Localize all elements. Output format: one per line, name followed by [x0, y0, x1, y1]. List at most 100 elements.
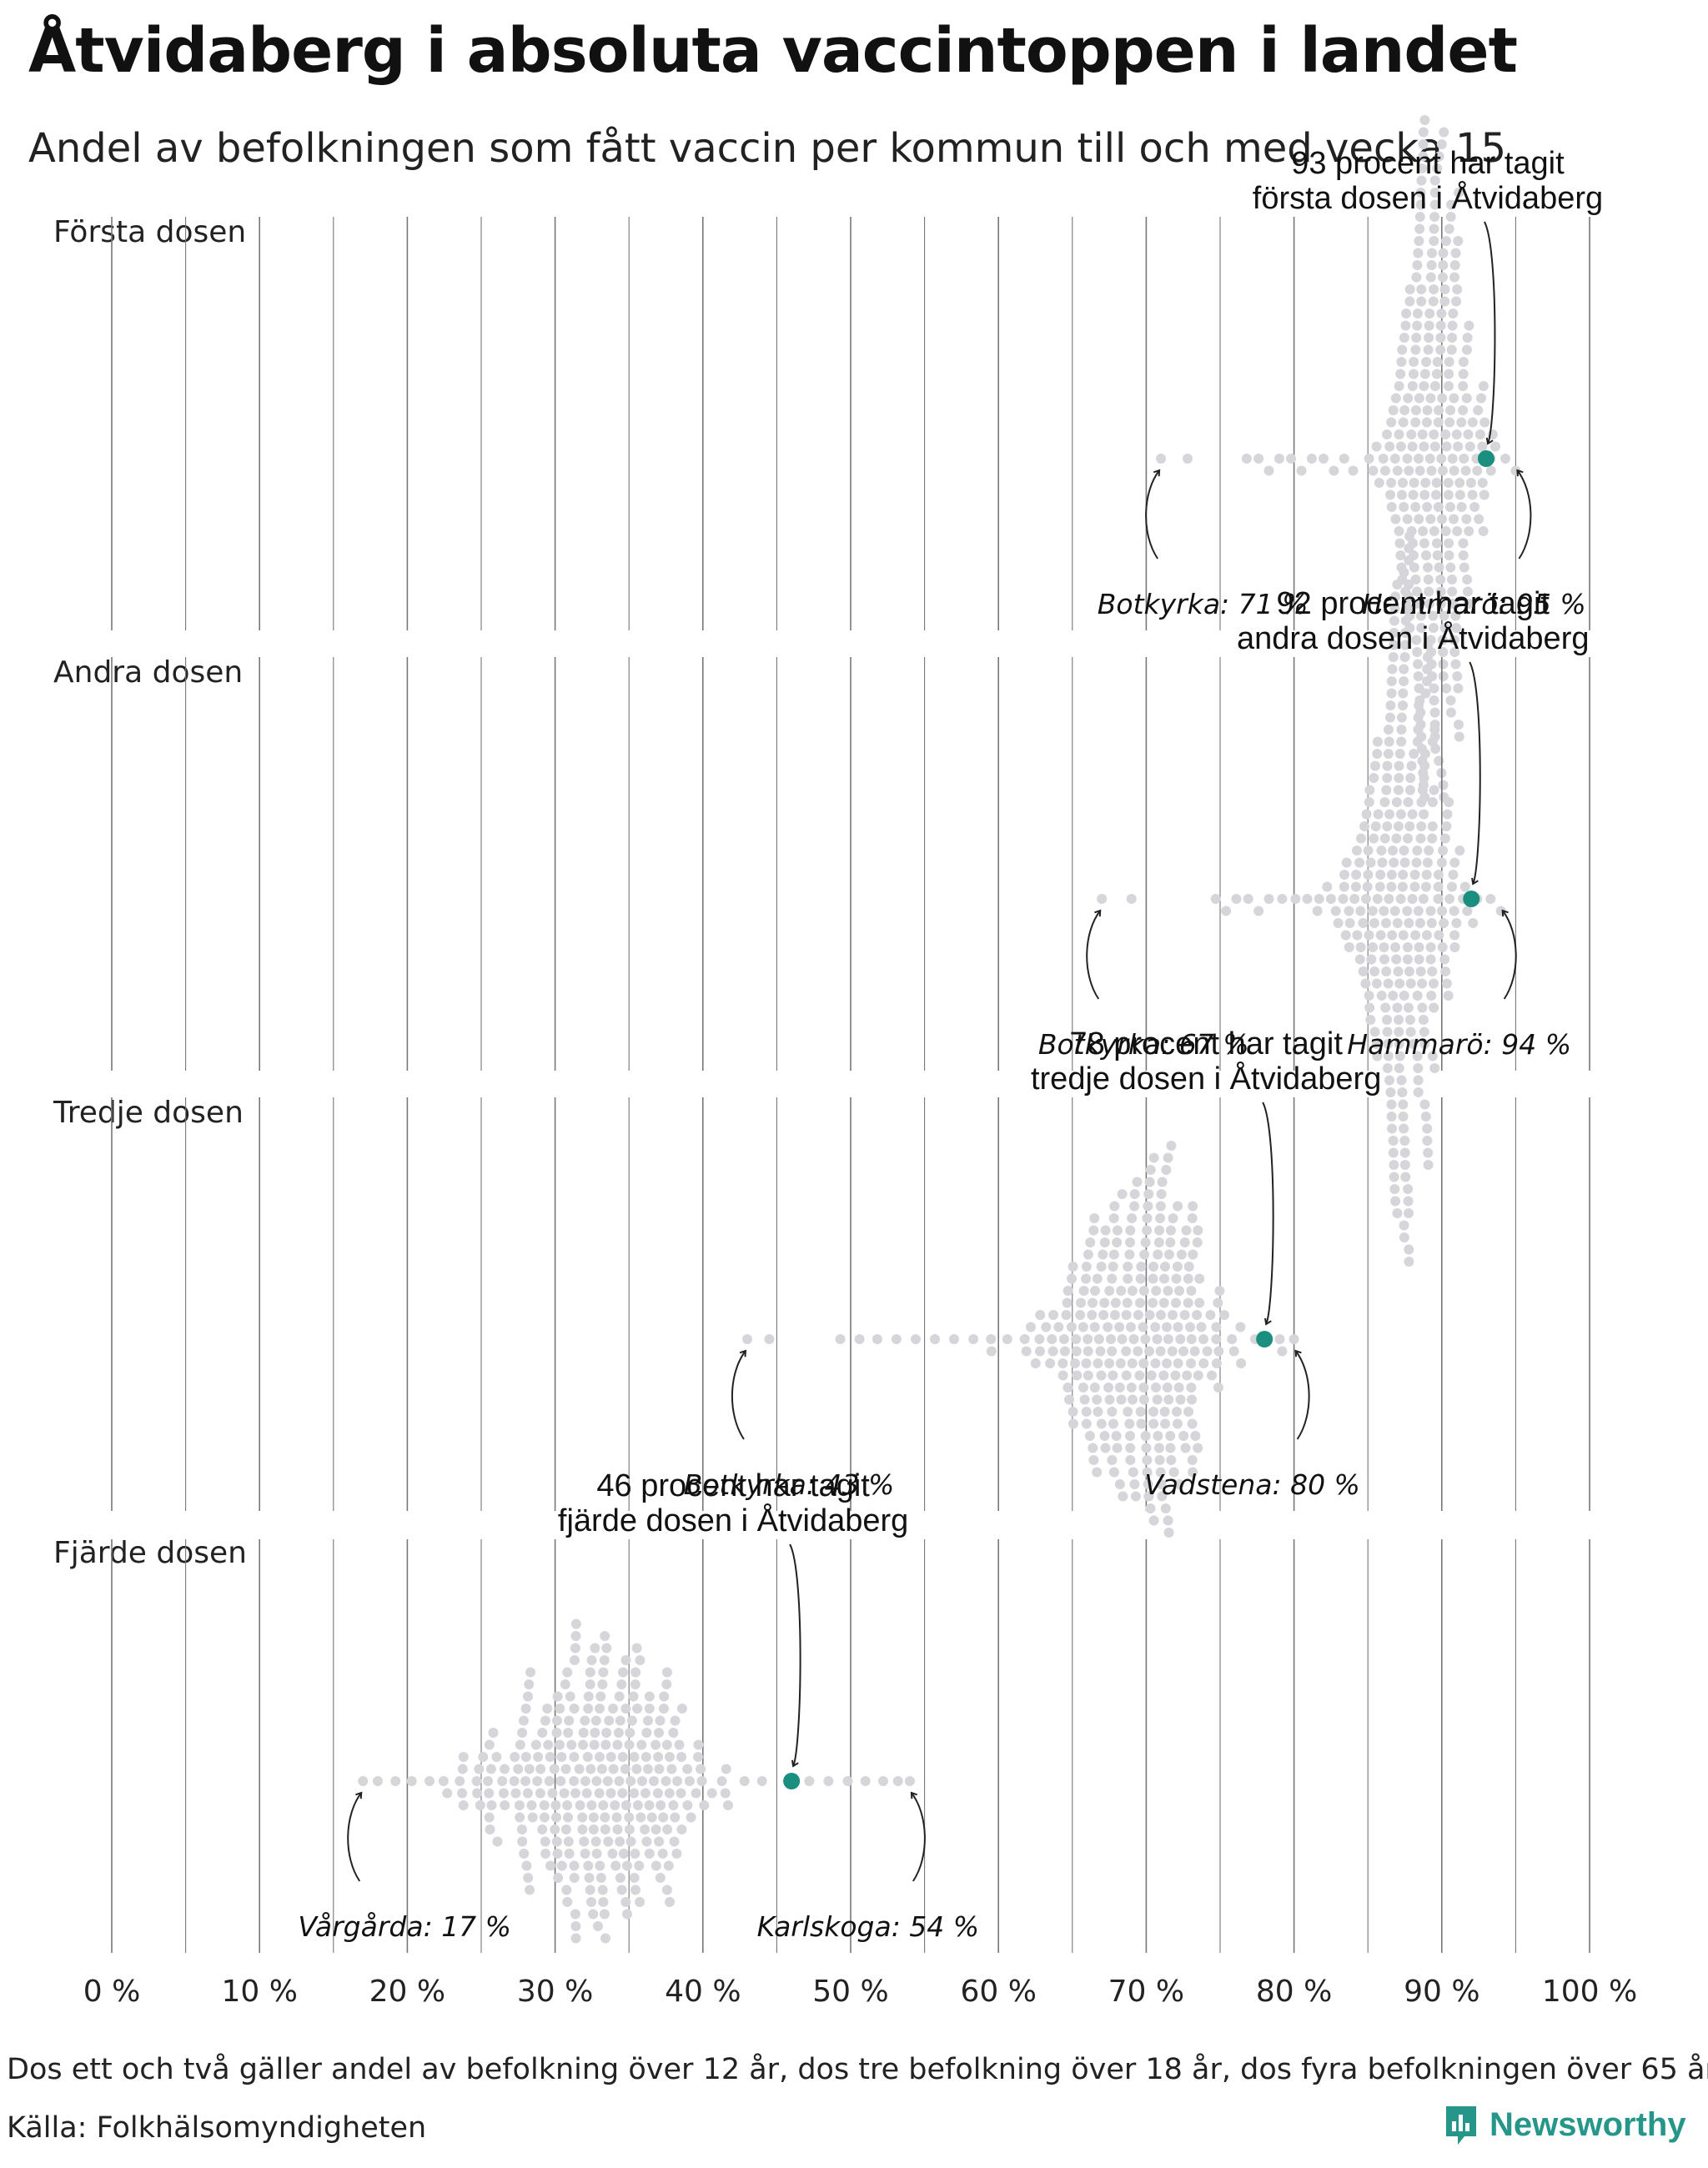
municipality-dot: [1109, 1310, 1120, 1320]
municipality-dot: [1178, 1346, 1189, 1357]
municipality-dot: [509, 1776, 520, 1786]
municipality-dot: [1429, 526, 1439, 536]
municipality-dot: [1141, 1443, 1152, 1453]
municipality-dot: [1432, 550, 1443, 560]
municipality-dot: [684, 1776, 695, 1786]
municipality-dot: [1429, 236, 1439, 246]
municipality-dot: [1160, 1503, 1171, 1513]
municipality-dot: [1395, 441, 1406, 452]
municipality-dot: [1163, 1286, 1173, 1296]
municipality-dot: [1088, 1225, 1099, 1236]
municipality-dot: [1390, 591, 1401, 602]
municipality-dot: [1407, 894, 1418, 904]
municipality-dot: [601, 1728, 612, 1738]
municipality-dot: [1148, 1273, 1158, 1284]
municipality-dot: [1417, 1002, 1428, 1013]
municipality-dot: [1142, 1213, 1153, 1223]
municipality-dot: [1422, 652, 1433, 662]
x-tick-label: 70 %: [1108, 1975, 1184, 2009]
municipality-dot: [842, 1776, 853, 1786]
municipality-dot: [565, 1691, 575, 1702]
municipality-dot: [458, 1800, 469, 1810]
municipality-dot: [1117, 1334, 1128, 1344]
municipality-dot: [1173, 1322, 1183, 1332]
municipality-dot: [1413, 248, 1424, 258]
municipality-dot: [1414, 212, 1425, 222]
municipality-dot: [632, 1800, 643, 1810]
municipality-dot: [604, 1715, 615, 1726]
municipality-dot: [484, 1739, 495, 1750]
municipality-dot: [1189, 1346, 1200, 1357]
municipality-dot: [1410, 575, 1421, 585]
municipality-dot: [1092, 1467, 1103, 1478]
municipality-dot: [1170, 1370, 1181, 1381]
municipality-dot: [1418, 1015, 1429, 1025]
municipality-dot: [1289, 1334, 1299, 1344]
municipality-dot: [569, 1873, 580, 1883]
municipality-dot: [1439, 296, 1450, 307]
municipality-dot: [1394, 1026, 1404, 1037]
highlight-dot: [783, 1773, 801, 1789]
municipality-dot: [756, 1776, 767, 1786]
municipality-dot: [1394, 1015, 1404, 1025]
municipality-dot: [1404, 785, 1415, 795]
municipality-dot: [626, 1715, 637, 1726]
municipality-dot: [517, 1728, 528, 1738]
municipality-dot: [1438, 846, 1449, 856]
municipality-dot: [1404, 821, 1415, 831]
municipality-dot: [1437, 906, 1448, 916]
brand-logo[interactable]: Newsworthy: [1443, 2103, 1686, 2146]
municipality-dot: [1062, 1383, 1073, 1393]
municipality-dot: [1454, 731, 1464, 742]
municipality-dot: [1083, 1334, 1093, 1344]
municipality-dot: [1412, 1051, 1423, 1061]
municipality-dot: [1138, 1322, 1148, 1332]
municipality-dot: [569, 1776, 580, 1786]
municipality-dot: [1047, 1334, 1057, 1344]
municipality-dot: [1071, 1346, 1082, 1357]
municipality-dot: [1172, 1407, 1182, 1417]
max-arrow: [1294, 1349, 1310, 1440]
municipality-dot: [1450, 659, 1461, 670]
municipality-dot: [1340, 930, 1351, 941]
municipality-dot: [591, 1849, 602, 1859]
municipality-dot: [1381, 918, 1391, 928]
municipality-dot: [1352, 846, 1362, 856]
municipality-dot: [1114, 1479, 1125, 1489]
max-label: Vadstena: 80 %: [1144, 1468, 1360, 1501]
municipality-dot: [1059, 1346, 1070, 1357]
municipality-dot: [1395, 369, 1406, 379]
municipality-dot: [1410, 344, 1421, 355]
municipality-dot: [537, 1824, 548, 1834]
municipality-dot: [1053, 1322, 1064, 1332]
municipality-dot: [540, 1715, 550, 1726]
municipality-dot: [577, 1824, 588, 1834]
municipality-dot: [1437, 635, 1448, 645]
municipality-dot: [986, 1334, 997, 1344]
municipality-dot: [605, 1752, 616, 1762]
municipality-dot: [1467, 417, 1478, 428]
municipality-dot: [644, 1800, 655, 1810]
municipality-dot: [1383, 1051, 1394, 1061]
municipality-dot: [1030, 1358, 1041, 1368]
municipality-dot: [1414, 954, 1424, 965]
municipality-dot: [1057, 1358, 1068, 1368]
municipality-dot: [1104, 1358, 1115, 1368]
municipality-dot: [1211, 1322, 1222, 1332]
municipality-dot: [1111, 1431, 1122, 1441]
municipality-dot: [1127, 1286, 1138, 1296]
municipality-dot: [586, 1897, 596, 1907]
municipality-dot: [1364, 454, 1374, 464]
municipality-dot: [1434, 562, 1444, 573]
municipality-dot: [1156, 1479, 1167, 1489]
municipality-dot: [1435, 333, 1446, 343]
municipality-dot: [1344, 918, 1355, 928]
municipality-dot: [1439, 918, 1449, 928]
municipality-dot: [1454, 478, 1465, 488]
municipality-dot: [1135, 1407, 1146, 1417]
municipality-dot: [1108, 1262, 1118, 1272]
municipality-dot: [1464, 526, 1474, 536]
municipality-dot: [1129, 1201, 1140, 1212]
municipality-dot: [1312, 906, 1323, 916]
municipality-dot: [1355, 942, 1366, 952]
